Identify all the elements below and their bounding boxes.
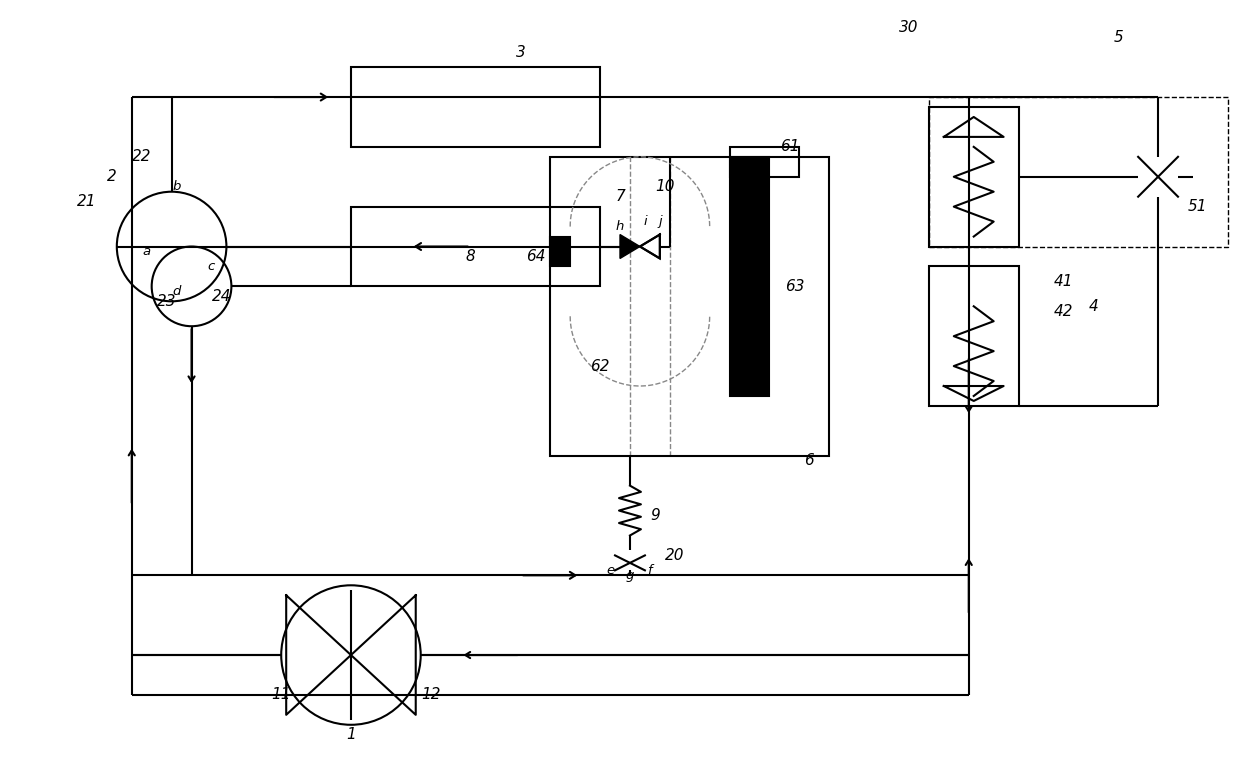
Text: 4: 4	[1089, 299, 1099, 314]
Text: 41: 41	[1054, 274, 1073, 289]
Bar	[729, 147, 800, 177]
Text: c: c	[208, 260, 215, 273]
Text: 51: 51	[1188, 199, 1208, 214]
Bar	[929, 97, 1228, 247]
Text: 10: 10	[655, 179, 675, 194]
Text: 21: 21	[77, 194, 97, 210]
Text: 1: 1	[346, 727, 356, 743]
Bar	[729, 157, 770, 396]
Text: 30: 30	[899, 20, 919, 35]
Text: 7: 7	[615, 189, 625, 204]
Text: 9: 9	[650, 508, 660, 523]
Bar	[929, 266, 1018, 406]
Text: g: g	[626, 569, 634, 582]
Text: 3: 3	[516, 45, 526, 60]
Bar	[551, 157, 830, 456]
Text: i: i	[644, 215, 647, 228]
Text: 62: 62	[590, 359, 610, 373]
Polygon shape	[620, 234, 640, 258]
Text: a: a	[143, 245, 151, 258]
Text: h: h	[616, 220, 624, 233]
Text: j: j	[658, 215, 662, 228]
Bar	[351, 68, 600, 147]
Text: 63: 63	[785, 279, 804, 294]
Bar	[929, 107, 1018, 247]
Text: 23: 23	[157, 294, 176, 309]
Text: 8: 8	[466, 249, 475, 264]
Text: 64: 64	[526, 249, 546, 264]
Bar	[551, 237, 570, 266]
Text: 22: 22	[131, 149, 151, 165]
Text: 20: 20	[665, 548, 684, 563]
Text: 6: 6	[805, 453, 815, 468]
Text: f: f	[647, 564, 652, 577]
Text: 5: 5	[1114, 29, 1123, 45]
Bar	[351, 206, 600, 286]
Text: d: d	[172, 285, 181, 298]
Text: 12: 12	[420, 688, 440, 702]
Text: 11: 11	[272, 688, 291, 702]
Text: 42: 42	[1054, 303, 1073, 319]
Text: 2: 2	[107, 169, 117, 184]
Text: 24: 24	[212, 289, 231, 304]
Text: b: b	[172, 180, 181, 193]
Text: e: e	[606, 564, 614, 577]
Text: 61: 61	[780, 140, 799, 154]
